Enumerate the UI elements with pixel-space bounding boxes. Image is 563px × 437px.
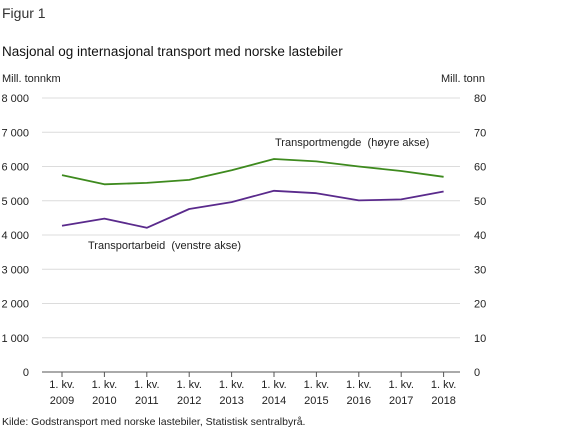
left-tick-label: 8 000 [1,93,29,105]
right-tick-label: 40 [474,230,486,242]
series-label-transportmengde: Transportmengde (høyre akse) [275,137,429,149]
x-tick-label-year: 2014 [262,395,286,407]
x-axis-ticks: 1. kv. 2009 1. kv. 2010 1. kv. 2011 1. kv. 2012… [49,372,456,407]
x-tick-label-year: 2009 [50,395,74,407]
x-tick-label-quarter: 1. kv. [49,379,74,391]
x-tick-label-quarter: 1. kv. [431,379,456,391]
x-tick-label-year: 2016 [347,395,371,407]
x-tick-label-year: 2017 [389,395,413,407]
right-tick-label: 0 [474,367,480,379]
left-axis-ticks: 0 1 000 2 000 3 000 4 000 5 000 6 000 7 000 8 00… [1,93,29,379]
left-tick-label: 3 000 [1,264,29,276]
right-tick-label: 70 [474,127,486,139]
right-axis-label: Mill. tonn [441,73,485,85]
left-tick-label: 2 000 [1,299,29,311]
x-tick-label-quarter: 1. kv. [176,379,201,391]
right-tick-label: 20 [474,299,486,311]
x-tick-label-quarter: 1. kv. [219,379,244,391]
left-tick-label: 1 000 [1,333,29,345]
series-line-transportarbeid [61,189,444,229]
right-axis-ticks: 0 10 20 30 40 50 60 70 80 [474,93,486,379]
x-tick-label-year: 2018 [431,395,455,407]
series-line-transportmengde [61,158,444,186]
x-tick-label-quarter: 1. kv. [346,379,371,391]
x-tick-label-year: 2010 [92,395,116,407]
x-tick-label-quarter: 1. kv. [92,379,117,391]
grid-lines [42,97,460,373]
x-tick-label-quarter: 1. kv. [388,379,413,391]
left-tick-label: 6 000 [1,162,29,174]
left-tick-label: 4 000 [1,230,29,242]
left-tick-label: 0 [23,367,29,379]
source-note: Kilde: Godstransport med norske lastebil… [2,416,306,428]
x-tick-label-year: 2011 [135,395,159,407]
chart-title: Nasjonal og internasjonal transport med … [2,44,343,59]
right-tick-label: 10 [474,333,486,345]
x-tick-label-year: 2013 [219,395,243,407]
left-tick-label: 7 000 [1,127,29,139]
x-tick-label-quarter: 1. kv. [134,379,159,391]
right-tick-label: 50 [474,196,486,208]
series-label-transportarbeid: Transportarbeid (venstre akse) [88,240,241,252]
x-tick-label-year: 2012 [177,395,201,407]
right-tick-label: 60 [474,162,486,174]
figure-label: Figur 1 [2,5,46,21]
right-tick-label: 80 [474,93,486,105]
right-tick-label: 30 [474,264,486,276]
left-tick-label: 5 000 [1,196,29,208]
x-tick-label-year: 2015 [304,395,328,407]
x-tick-label-quarter: 1. kv. [261,379,286,391]
left-axis-label: Mill. tonnkm [2,73,61,85]
x-tick-label-quarter: 1. kv. [304,379,329,391]
series-lines [61,158,444,229]
